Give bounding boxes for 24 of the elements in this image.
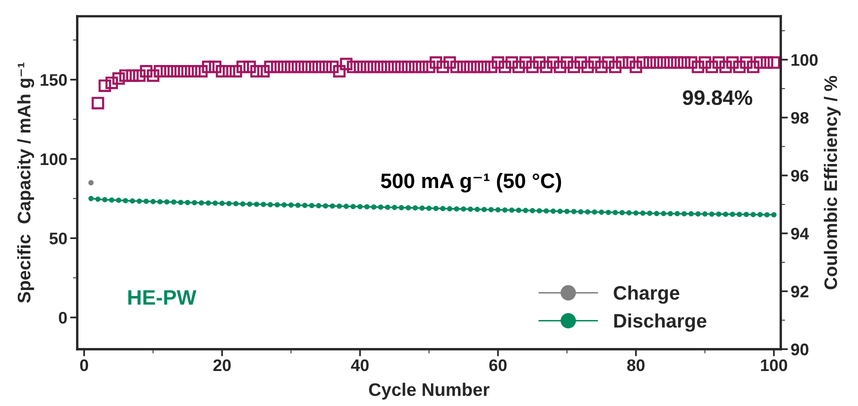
y-tick-label: 150 bbox=[40, 74, 67, 86]
y2-axis-title: Coulombic Efficiency / % bbox=[824, 76, 841, 290]
y2-tick-label: 94 bbox=[791, 228, 809, 240]
y2-tick-label: 90 bbox=[791, 344, 808, 356]
legend-label: Discharge bbox=[614, 313, 706, 332]
x-tick-label: 80 bbox=[627, 359, 645, 372]
y2-tick-label: 96 bbox=[791, 170, 808, 182]
y-tick-label: 50 bbox=[49, 232, 67, 244]
annotation: 99.84% bbox=[682, 90, 752, 106]
annotation: 500 mA g⁻¹ (50 °C) bbox=[380, 172, 562, 192]
legend-label: Charge bbox=[614, 286, 680, 304]
x-tick-label: 100 bbox=[761, 359, 788, 372]
y2-tick-label: 98 bbox=[791, 112, 809, 124]
x-tick-label: 20 bbox=[213, 359, 231, 372]
y2-tick-label: 100 bbox=[792, 54, 818, 66]
y-axis-title: Specific Capacity / mAh g⁻¹ bbox=[17, 62, 34, 303]
annotation: HE-PW bbox=[128, 290, 196, 305]
y-tick-label: 0 bbox=[58, 312, 67, 324]
x-axis-title: Cycle Number bbox=[369, 382, 490, 400]
y2-tick-label: 92 bbox=[791, 286, 808, 298]
x-tick-label: 60 bbox=[489, 359, 507, 372]
y-tick-label: 100 bbox=[40, 153, 67, 166]
x-tick-label: 40 bbox=[351, 359, 369, 372]
x-tick-label: 0 bbox=[80, 359, 88, 372]
